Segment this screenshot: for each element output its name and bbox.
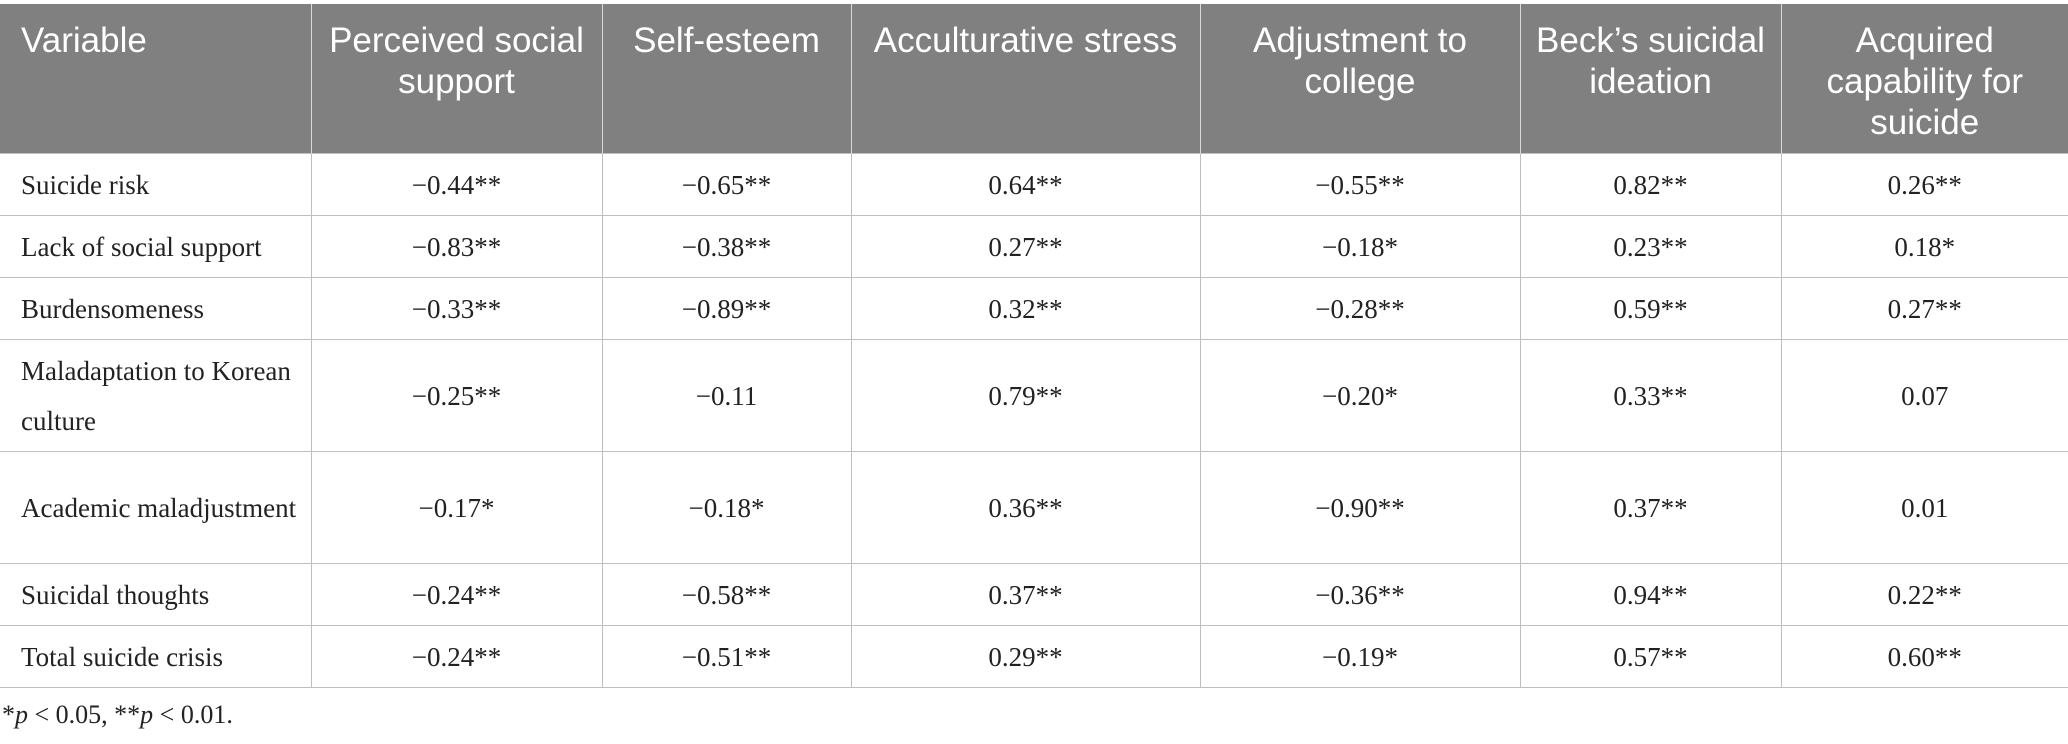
table-cell: −0.89**	[601, 277, 852, 340]
header-self-esteem: Self-esteem	[602, 4, 852, 154]
table-cell: −0.33**	[310, 277, 603, 340]
table-cell: −0.44**	[310, 153, 603, 216]
table-cell: 0.27**	[1780, 277, 2068, 340]
header-perceived-social-support: Perceived social support	[311, 4, 603, 154]
table-cell: −0.20*	[1199, 339, 1521, 452]
footnote-p2-prefix: **	[114, 700, 141, 729]
table-row: Academic maladjustment −0.17* −0.18* 0.3…	[0, 451, 2068, 564]
table-cell: −0.51**	[601, 625, 852, 688]
header-acculturative-stress: Acculturative stress	[851, 4, 1201, 154]
row-label: Total suicide crisis	[0, 625, 312, 688]
correlation-table: Variable Perceived social support Self-e…	[0, 4, 2068, 688]
table-cell: −0.25**	[310, 339, 603, 452]
table-cell: −0.18*	[601, 451, 852, 564]
table-cell: 0.33**	[1519, 339, 1782, 452]
table-cell: −0.83**	[310, 215, 603, 278]
table-cell: 0.82**	[1519, 153, 1782, 216]
header-row: Variable Perceived social support Self-e…	[0, 4, 2068, 154]
header-adjustment-to-college: Adjustment to college	[1200, 4, 1521, 154]
table-cell: 0.29**	[850, 625, 1201, 688]
table-cell: 0.37**	[850, 563, 1201, 626]
table-cell: 0.94**	[1519, 563, 1782, 626]
table-row: Maladaptation to Korean culture −0.25** …	[0, 339, 2068, 452]
header-becks-suicidal-ideation: Beck’s suicidal ideation	[1520, 4, 1782, 154]
significance-footnote: *p < 0.05, **p < 0.01.	[2, 700, 233, 730]
row-label: Burdensomeness	[0, 277, 312, 340]
table-cell: −0.19*	[1199, 625, 1521, 688]
header-variable: Variable	[0, 4, 312, 154]
table-cell: −0.18*	[1199, 215, 1521, 278]
table-cell: −0.24**	[310, 625, 603, 688]
footnote-p1-prefix: *	[2, 700, 15, 729]
correlation-table-container: Variable Perceived social support Self-e…	[0, 4, 2068, 688]
row-label: Academic maladjustment	[0, 451, 312, 564]
table-row: Total suicide crisis −0.24** −0.51** 0.2…	[0, 625, 2068, 688]
row-label: Suicidal thoughts	[0, 563, 312, 626]
table-cell: −0.17*	[310, 451, 603, 564]
table-cell: −0.38**	[601, 215, 852, 278]
footnote-p1-var: p	[15, 700, 28, 729]
table-cell: −0.28**	[1199, 277, 1521, 340]
table-cell: 0.18*	[1780, 215, 2068, 278]
footnote-p2-rest: < 0.01.	[153, 700, 233, 729]
footnote-p2-var: p	[140, 700, 154, 729]
table-cell: 0.79**	[850, 339, 1201, 452]
table-cell: 0.23**	[1519, 215, 1782, 278]
table-row: Burdensomeness −0.33** −0.89** 0.32** −0…	[0, 277, 2068, 340]
row-label: Lack of social support	[0, 215, 312, 278]
table-cell: 0.22**	[1780, 563, 2068, 626]
table-cell: 0.07	[1780, 339, 2068, 452]
row-label: Suicide risk	[0, 153, 312, 216]
table-cell: −0.65**	[601, 153, 852, 216]
row-label: Maladaptation to Korean culture	[0, 339, 312, 452]
table-cell: 0.60**	[1780, 625, 2068, 688]
table-row: Lack of social support −0.83** −0.38** 0…	[0, 215, 2068, 278]
table-cell: 0.36**	[850, 451, 1201, 564]
table-cell: −0.11	[601, 339, 852, 452]
table-row: Suicide risk −0.44** −0.65** 0.64** −0.5…	[0, 153, 2068, 216]
table-cell: 0.64**	[850, 153, 1201, 216]
table-cell: 0.59**	[1519, 277, 1782, 340]
table-cell: −0.24**	[310, 563, 603, 626]
table-cell: −0.58**	[601, 563, 852, 626]
table-cell: 0.32**	[850, 277, 1201, 340]
table-cell: 0.37**	[1519, 451, 1782, 564]
header-acquired-capability: Acquired capability for suicide	[1781, 4, 2068, 154]
table-cell: 0.27**	[850, 215, 1201, 278]
table-cell: −0.55**	[1199, 153, 1521, 216]
table-row: Suicidal thoughts −0.24** −0.58** 0.37**…	[0, 563, 2068, 626]
table-cell: −0.36**	[1199, 563, 1521, 626]
table-cell: −0.90**	[1199, 451, 1521, 564]
table-cell: 0.26**	[1780, 153, 2068, 216]
table-cell: 0.01	[1780, 451, 2068, 564]
table-cell: 0.57**	[1519, 625, 1782, 688]
footnote-p1-rest: < 0.05,	[28, 700, 115, 729]
